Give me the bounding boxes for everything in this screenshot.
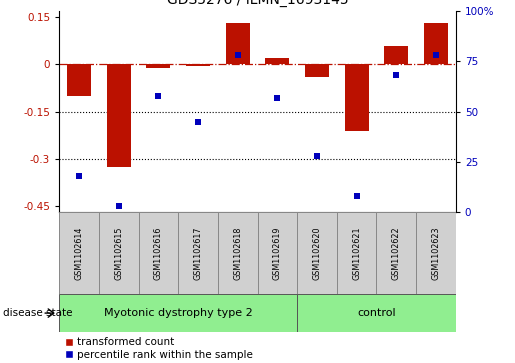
- Bar: [139, 212, 178, 294]
- Bar: [218, 212, 258, 294]
- Bar: [424, 24, 448, 64]
- Text: GSM1102622: GSM1102622: [392, 227, 401, 280]
- Bar: [59, 294, 297, 332]
- Bar: [345, 64, 369, 131]
- Bar: [59, 212, 99, 294]
- Bar: [384, 45, 408, 64]
- Bar: [67, 64, 91, 96]
- Bar: [305, 64, 329, 77]
- Text: disease state: disease state: [3, 308, 72, 318]
- Bar: [297, 294, 456, 332]
- Bar: [99, 212, 139, 294]
- Text: GSM1102615: GSM1102615: [114, 227, 123, 280]
- Bar: [178, 212, 218, 294]
- Text: GSM1102616: GSM1102616: [154, 227, 163, 280]
- Text: GSM1102620: GSM1102620: [313, 227, 321, 280]
- Bar: [416, 212, 456, 294]
- Text: Myotonic dystrophy type 2: Myotonic dystrophy type 2: [104, 308, 252, 318]
- Text: GSM1102623: GSM1102623: [432, 227, 440, 280]
- Text: control: control: [357, 308, 396, 318]
- Bar: [297, 212, 337, 294]
- Text: GSM1102619: GSM1102619: [273, 227, 282, 280]
- Bar: [376, 212, 416, 294]
- Text: GSM1102618: GSM1102618: [233, 227, 242, 280]
- Bar: [265, 58, 289, 64]
- Title: GDS5276 / ILMN_1693145: GDS5276 / ILMN_1693145: [167, 0, 348, 7]
- Bar: [258, 212, 297, 294]
- Bar: [146, 64, 170, 68]
- Text: GSM1102614: GSM1102614: [75, 227, 83, 280]
- Text: GSM1102617: GSM1102617: [194, 227, 202, 280]
- Bar: [186, 64, 210, 66]
- Bar: [226, 24, 250, 64]
- Bar: [107, 64, 131, 167]
- Legend: transformed count, percentile rank within the sample: transformed count, percentile rank withi…: [64, 337, 253, 360]
- Bar: [337, 212, 376, 294]
- Text: GSM1102621: GSM1102621: [352, 227, 361, 280]
